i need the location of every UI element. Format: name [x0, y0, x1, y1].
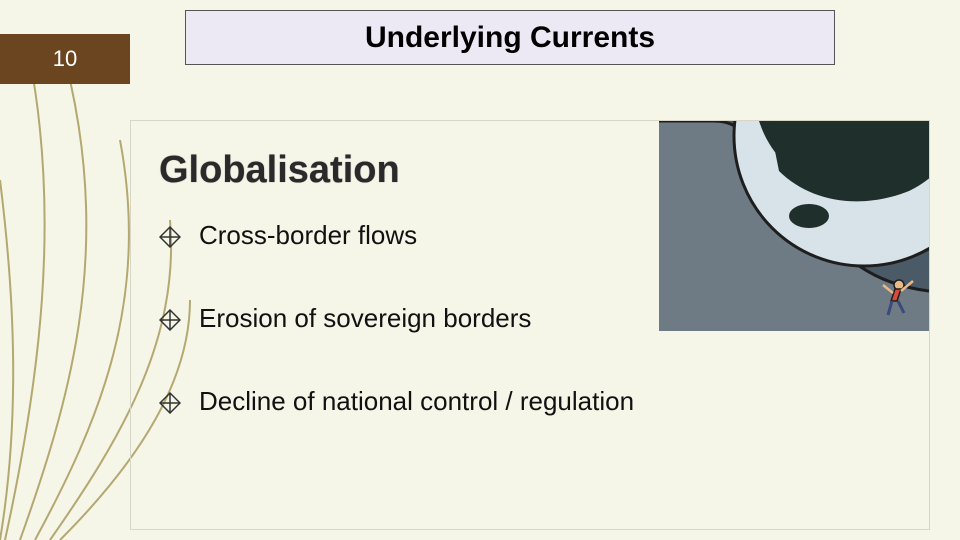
slide: 10 Underlying Currents Globalisation Cro…: [0, 0, 960, 540]
title-box: Underlying Currents: [185, 10, 835, 65]
page-title: Underlying Currents: [365, 21, 655, 55]
bullet-text: Decline of national control / regulation: [199, 386, 634, 416]
diamond-cross-icon: [159, 307, 181, 329]
diamond-cross-icon: [159, 390, 181, 412]
globe-illustration: [659, 121, 929, 331]
bullet-text: Cross-border flows: [199, 220, 417, 250]
list-item: Decline of national control / regulation: [159, 386, 901, 417]
content-box: Globalisation Cross-border flows Erosion…: [130, 120, 930, 530]
page-number-badge: 10: [0, 34, 130, 84]
bullet-text: Erosion of sovereign borders: [199, 303, 531, 333]
diamond-cross-icon: [159, 224, 181, 246]
page-number: 10: [53, 46, 77, 72]
